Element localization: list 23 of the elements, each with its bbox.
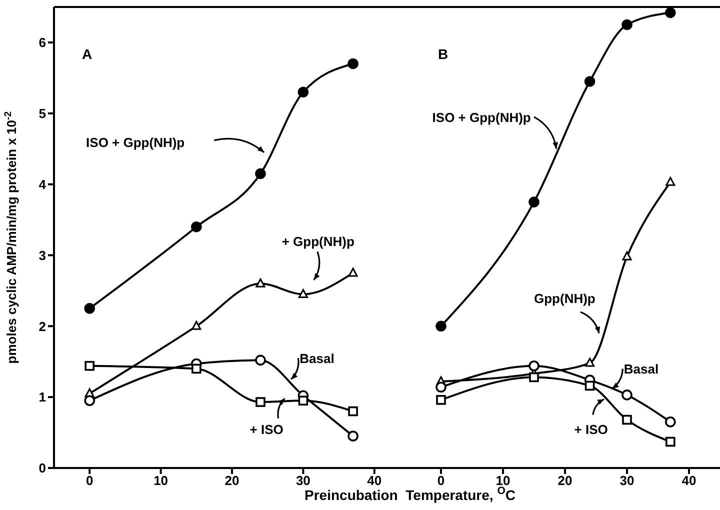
x-tick-label: 0 (86, 473, 94, 488)
x-tick-label: 40 (682, 473, 696, 488)
x-tick-label: 30 (620, 473, 634, 488)
y-tick-label: 2 (38, 318, 46, 334)
text: B (438, 46, 448, 62)
series-label: Gpp(NH)p (534, 290, 596, 306)
legend-label: ISO + Gpp(NH)p (86, 134, 185, 150)
series-label: Basal (300, 351, 334, 366)
legend-label: + ISO (574, 422, 608, 437)
y-tick-label: 4 (38, 176, 47, 192)
text: ISO + Gpp(NH)p (432, 110, 531, 125)
y-tick-label: 6 (38, 35, 46, 50)
text: A (82, 46, 92, 62)
x-tick-label: 20 (224, 473, 240, 488)
y-tick-label: 1 (38, 390, 46, 405)
y-tick-label: 3 (38, 248, 46, 263)
y-tick-label: 0 (38, 460, 46, 476)
series-label: Basal (624, 362, 659, 377)
x-tick-label: 20 (558, 473, 572, 488)
series-label: + Gpp(NH)p (282, 234, 354, 250)
y-tick-label: 5 (38, 106, 46, 121)
x-tick-label: 10 (154, 473, 168, 488)
series-label: + ISO (250, 422, 284, 437)
